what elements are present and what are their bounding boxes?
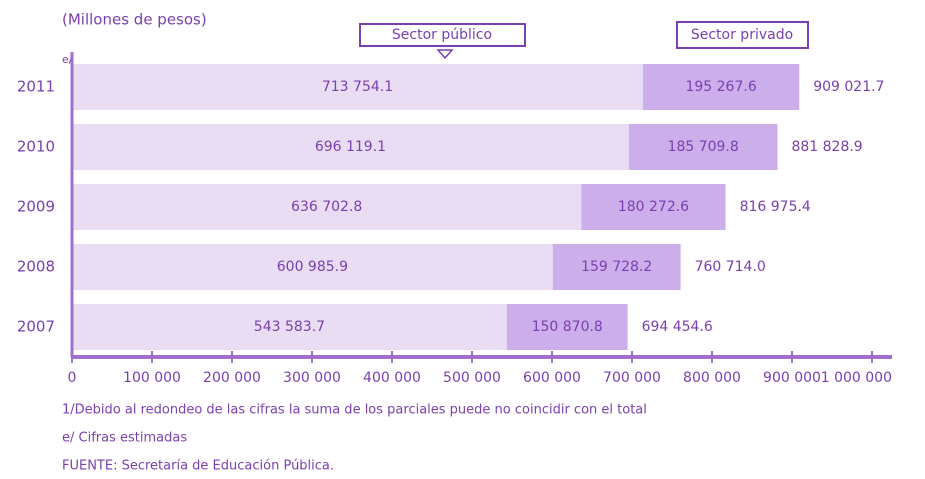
bar-segment (72, 124, 629, 170)
bar-segment (581, 184, 726, 230)
x-tick-label: 500 000 (443, 370, 501, 386)
value-label: 185 709.8 (668, 139, 739, 155)
total-label: 881 828.9 (791, 139, 862, 155)
value-label: 600 985.9 (277, 259, 348, 275)
total-label: 909 021.7 (813, 79, 884, 95)
value-label: 636 702.8 (291, 199, 362, 215)
y-tick-label: 2010 (17, 138, 55, 156)
bar-segment (72, 184, 582, 230)
bar-segment (628, 124, 778, 170)
total-label: 816 975.4 (740, 199, 811, 215)
legend-arrow (436, 49, 454, 60)
footnote: e/ Cifras estimadas (62, 431, 187, 446)
total-label: 760 714.0 (695, 259, 766, 275)
value-label: 180 272.6 (618, 199, 689, 215)
bar-segment (72, 244, 553, 290)
x-tick-label: 600 000 (523, 370, 581, 386)
value-label: 159 728.2 (581, 259, 652, 275)
bar-segment (506, 304, 628, 350)
value-label: 195 267.6 (685, 79, 756, 95)
value-label: 696 119.1 (315, 139, 386, 155)
legend-label: Sector público (392, 27, 492, 43)
legend-box (359, 23, 526, 47)
x-tick-label: 700 000 (603, 370, 661, 386)
total-label: 694 454.6 (642, 319, 713, 335)
subtitle: (Millones de pesos) (62, 11, 207, 29)
y-tick-label: 2009 (17, 198, 55, 216)
bar-segment (72, 64, 644, 110)
value-label: 150 870.8 (532, 319, 603, 335)
y-tick-label: 2011 (17, 78, 55, 96)
y-tick-label: 2008 (17, 258, 55, 276)
x-tick-label: 200 000 (203, 370, 261, 386)
bar-segment (643, 64, 800, 110)
legend-box (676, 21, 809, 49)
footnote: 1/Debido al redondeo de las cifras la su… (62, 403, 647, 418)
x-tick-label: 0 (68, 370, 77, 386)
category-note: e/ (62, 53, 73, 66)
bar-segment (552, 244, 681, 290)
x-tick-label: 400 000 (363, 370, 421, 386)
bar-segment (72, 304, 507, 350)
x-tick-label: 300 000 (283, 370, 341, 386)
x-tick-label: 900 000 (763, 370, 821, 386)
legend-label: Sector privado (691, 27, 793, 43)
x-tick-label: 800 000 (683, 370, 741, 386)
footnote: FUENTE: Secretaría de Educación Pública. (62, 459, 334, 474)
value-label: 713 754.1 (322, 79, 393, 95)
x-tick-label: 100 000 (123, 370, 181, 386)
y-tick-label: 2007 (17, 318, 55, 336)
value-label: 543 583.7 (254, 319, 325, 335)
x-tick-label: 1 000 000 (821, 370, 892, 386)
